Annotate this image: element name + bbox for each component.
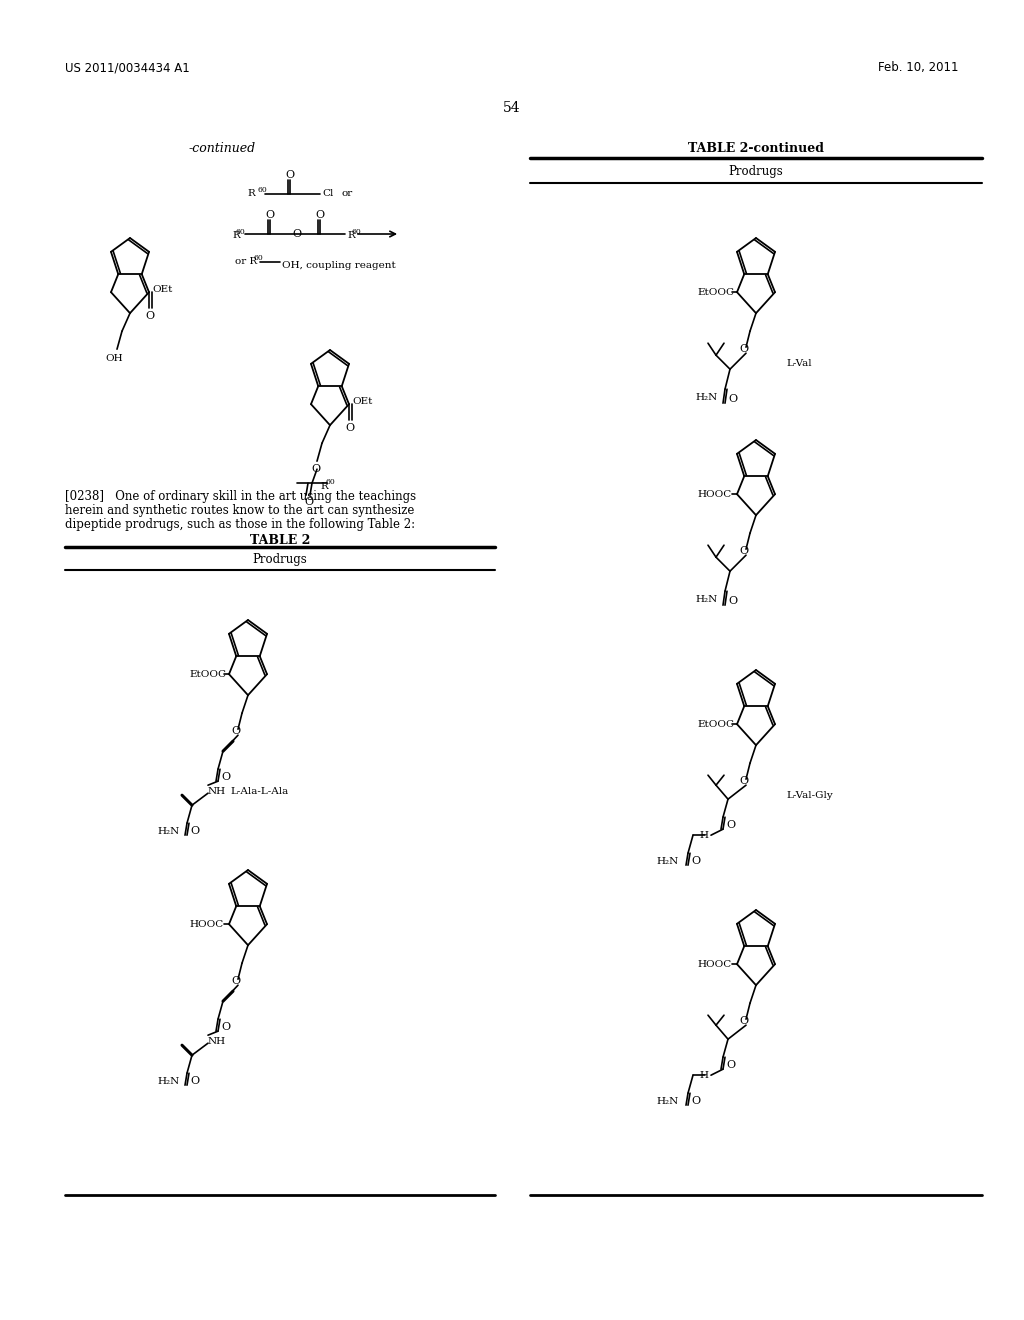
Text: 60: 60: [254, 253, 264, 261]
Text: TABLE 2: TABLE 2: [250, 533, 310, 546]
Text: O: O: [231, 726, 240, 737]
Text: EtOOC: EtOOC: [697, 719, 734, 729]
Text: -continued: -continued: [188, 141, 256, 154]
Text: Cl: Cl: [322, 190, 334, 198]
Text: TABLE 2-continued: TABLE 2-continued: [688, 141, 824, 154]
Text: O: O: [691, 1096, 700, 1106]
Text: O: O: [726, 1060, 735, 1071]
Text: NH: NH: [208, 1038, 226, 1047]
Text: 60: 60: [236, 228, 246, 236]
Text: or: or: [342, 190, 353, 198]
Text: O: O: [345, 424, 354, 433]
Text: OEt: OEt: [152, 285, 172, 293]
Text: O: O: [265, 210, 274, 220]
Text: O: O: [304, 498, 313, 507]
Text: L-Ala-L-Ala: L-Ala-L-Ala: [230, 787, 288, 796]
Text: O: O: [315, 210, 325, 220]
Text: O: O: [286, 170, 295, 180]
Text: R: R: [232, 231, 240, 240]
Text: 60: 60: [351, 228, 360, 236]
Text: HOOC: HOOC: [697, 490, 731, 499]
Text: dipeptide prodrugs, such as those in the following Table 2:: dipeptide prodrugs, such as those in the…: [65, 517, 415, 531]
Text: R: R: [247, 190, 255, 198]
Text: H₂N: H₂N: [157, 1077, 179, 1085]
Text: R: R: [347, 231, 354, 240]
Text: OEt: OEt: [352, 397, 373, 405]
Text: Feb. 10, 2011: Feb. 10, 2011: [879, 62, 959, 74]
Text: O: O: [691, 857, 700, 866]
Text: O: O: [728, 597, 737, 606]
Text: 60: 60: [257, 186, 266, 194]
Text: O: O: [190, 1076, 199, 1086]
Text: H: H: [699, 830, 708, 840]
Text: H₂N: H₂N: [656, 1097, 678, 1106]
Text: NH: NH: [208, 787, 226, 796]
Text: EtOOC: EtOOC: [189, 669, 226, 678]
Text: OH, coupling reagent: OH, coupling reagent: [282, 260, 395, 269]
Text: O: O: [739, 546, 749, 556]
Text: H₂N: H₂N: [695, 392, 717, 401]
Text: L-Val-Gly: L-Val-Gly: [786, 791, 833, 800]
Text: O: O: [221, 772, 230, 783]
Text: [0238]   One of ordinary skill in the art using the teachings: [0238] One of ordinary skill in the art …: [65, 490, 416, 503]
Text: HOOC: HOOC: [189, 920, 223, 929]
Text: or R: or R: [234, 257, 257, 267]
Text: 54: 54: [503, 102, 521, 115]
Text: O: O: [293, 228, 301, 239]
Text: herein and synthetic routes know to the art can synthesize: herein and synthetic routes know to the …: [65, 504, 415, 517]
Text: O: O: [221, 1022, 230, 1032]
Text: H: H: [699, 1071, 708, 1080]
Text: O: O: [231, 977, 240, 986]
Text: O: O: [311, 465, 321, 474]
Text: O: O: [190, 826, 199, 836]
Text: H₂N: H₂N: [695, 595, 717, 603]
Text: Prodrugs: Prodrugs: [253, 553, 307, 566]
Text: H₂N: H₂N: [157, 826, 179, 836]
Text: HOOC: HOOC: [697, 960, 731, 969]
Text: H₂N: H₂N: [656, 857, 678, 866]
Text: O: O: [145, 312, 155, 321]
Text: O: O: [739, 776, 749, 787]
Text: EtOOC: EtOOC: [697, 288, 734, 297]
Text: O: O: [739, 345, 749, 354]
Text: L-Val: L-Val: [786, 359, 812, 368]
Text: OH: OH: [105, 354, 123, 363]
Text: O: O: [726, 820, 735, 830]
Text: O: O: [728, 395, 737, 404]
Text: 60: 60: [325, 478, 335, 486]
Text: Prodrugs: Prodrugs: [729, 165, 783, 178]
Text: US 2011/0034434 A1: US 2011/0034434 A1: [65, 62, 189, 74]
Text: R: R: [319, 482, 328, 491]
Text: O: O: [739, 1016, 749, 1026]
